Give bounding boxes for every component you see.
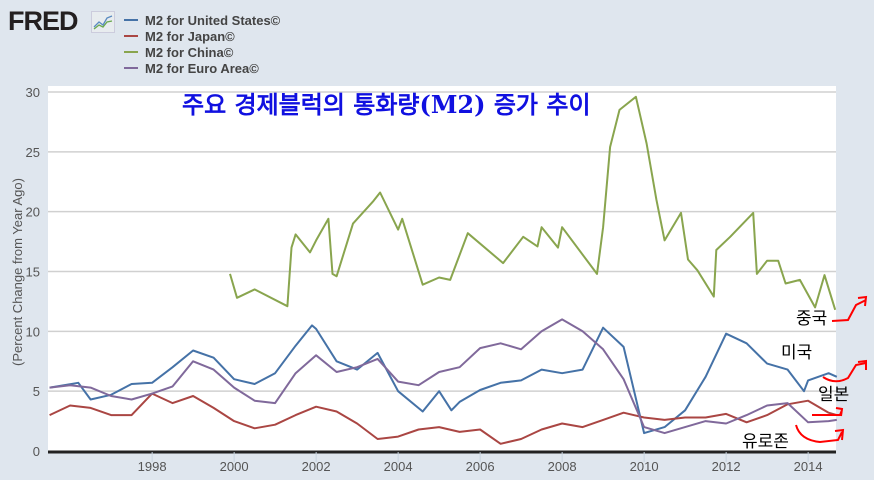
annotation-china: 중국 bbox=[796, 309, 827, 329]
fred-logo[interactable]: FRED bbox=[8, 6, 78, 36]
arrow-euro-1 bbox=[812, 407, 844, 417]
y-axis-label: (Percent Change from Year Ago) bbox=[10, 178, 25, 366]
legend-label: M2 for China© bbox=[145, 44, 234, 60]
arrow-euro-2 bbox=[795, 424, 845, 444]
y-tick-label: 5 bbox=[33, 384, 40, 399]
legend-swatch bbox=[124, 51, 138, 53]
y-tick-label: 10 bbox=[26, 324, 40, 339]
legend-item-euro[interactable]: M2 for Euro Area© bbox=[124, 60, 280, 76]
x-tick-label: 2002 bbox=[302, 459, 331, 474]
x-tick-label: 2006 bbox=[466, 459, 495, 474]
legend-label: M2 for Euro Area© bbox=[145, 60, 259, 76]
legend-label: M2 for Japan© bbox=[145, 28, 235, 44]
legend-item-china[interactable]: M2 for China© bbox=[124, 44, 280, 60]
arrow-china bbox=[831, 295, 868, 322]
x-tick-label: 2008 bbox=[548, 459, 577, 474]
legend-swatch bbox=[124, 67, 138, 69]
annotation-eurozone: 유로존 bbox=[742, 432, 789, 452]
legend-swatch bbox=[124, 35, 138, 37]
legend-label: M2 for United States© bbox=[145, 12, 281, 28]
legend-item-japan[interactable]: M2 for Japan© bbox=[124, 28, 280, 44]
annotation-japan: 일본 bbox=[818, 385, 849, 405]
chart-title: 주요 경제블럭의 통화량(M2) 증가 추이 bbox=[182, 90, 591, 119]
red-arrows bbox=[795, 295, 868, 444]
x-tick-label: 2000 bbox=[220, 459, 249, 474]
legend-swatch bbox=[124, 19, 138, 21]
y-tick-label: 30 bbox=[26, 85, 40, 100]
x-tick-label: 2004 bbox=[384, 459, 413, 474]
legend: M2 for United States© M2 for Japan© M2 f… bbox=[124, 12, 280, 76]
arrow-japan bbox=[822, 359, 867, 383]
chart-icon bbox=[91, 11, 115, 33]
x-tick-label: 2010 bbox=[630, 459, 659, 474]
series-line-2 bbox=[229, 95, 837, 311]
x-tick-label: 2012 bbox=[712, 459, 741, 474]
x-tick-label: 2014 bbox=[794, 459, 823, 474]
legend-item-us[interactable]: M2 for United States© bbox=[124, 12, 280, 28]
y-tick-label: 0 bbox=[33, 444, 40, 459]
series-line-1 bbox=[49, 392, 838, 445]
y-tick-label: 20 bbox=[26, 205, 40, 220]
y-tick-label: 25 bbox=[26, 145, 40, 160]
annotation-us: 미국 bbox=[781, 343, 812, 363]
x-tick-label: 1998 bbox=[138, 459, 167, 474]
series-line-3 bbox=[49, 318, 837, 435]
series-line-0 bbox=[49, 324, 838, 435]
y-tick-label: 15 bbox=[26, 265, 40, 280]
